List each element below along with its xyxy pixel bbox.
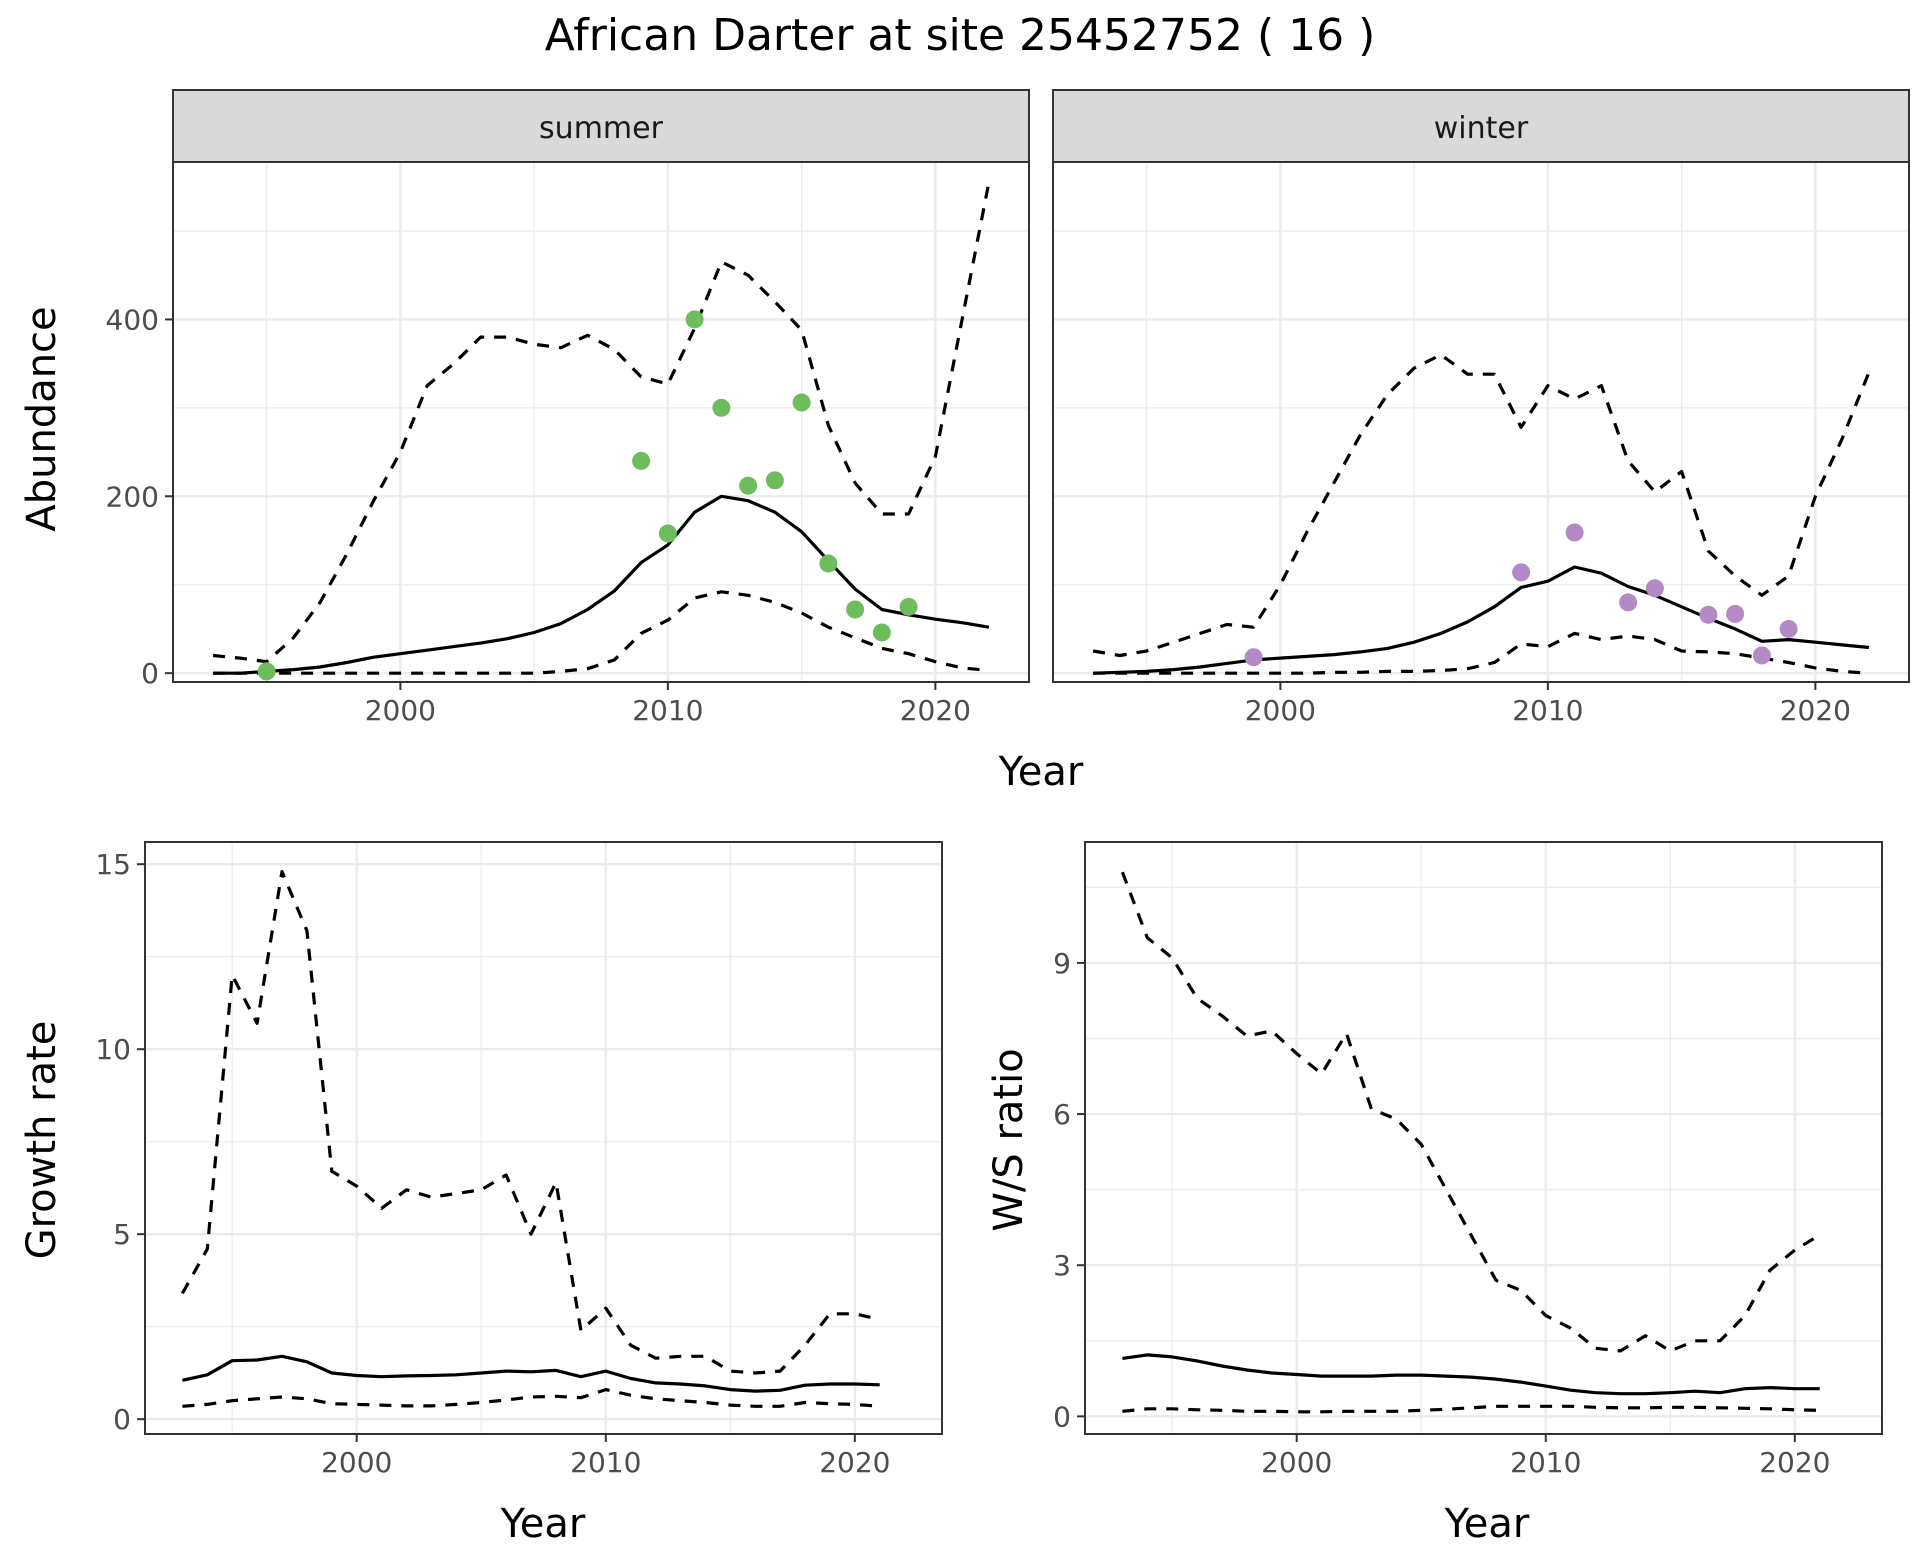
plot-area-ws-ratio: 2000 2010 2020 0 3 6 9 — [1053, 841, 1883, 1479]
series-line-estimate — [1093, 565, 1870, 675]
data-point — [712, 398, 731, 417]
strip-summer — [172, 89, 1030, 163]
data-point — [1726, 604, 1745, 623]
x-tick-label: 2020 — [1759, 1446, 1830, 1479]
series-line-estimate — [1122, 1353, 1820, 1396]
x-tick-label: 2000 — [1261, 1446, 1332, 1479]
x-tick-label: 2020 — [819, 1446, 890, 1479]
y-tick-label: 15 — [95, 848, 131, 881]
y-tick-label: 400 — [106, 303, 159, 336]
data-point — [685, 310, 704, 329]
data-point — [1699, 605, 1718, 624]
series-line-lower — [182, 1387, 880, 1408]
plot-area-summer: 2000 2010 2020 0 200 400 — [106, 161, 1030, 727]
y-tick-label: 10 — [95, 1033, 131, 1066]
y-axis-title-ratio: W/S ratio — [986, 1048, 1032, 1231]
x-axis-title-growth: Year — [500, 1501, 586, 1547]
x-axis-title-top: Year — [998, 749, 1084, 795]
x-tick-label: 2010 — [1510, 1446, 1581, 1479]
series-line-upper — [1120, 871, 1821, 1353]
data-point — [872, 623, 891, 642]
series-line-estimate — [182, 1354, 880, 1393]
plot-background — [1085, 842, 1882, 1434]
y-tick-label: 0 — [113, 1403, 131, 1436]
series-line-upper — [212, 181, 991, 664]
panel-growth-rate: 2000 2010 2020 0 5 10 15 — [95, 841, 943, 1479]
data-point — [899, 597, 918, 616]
x-tick-label: 2000 — [1245, 694, 1316, 727]
data-point — [1244, 648, 1263, 667]
panel-border — [144, 841, 943, 1435]
data-point — [846, 600, 865, 619]
series-line-estimate — [213, 494, 990, 675]
panel-summer: summer 2000 2010 2020 0 200 400 — [106, 89, 1030, 727]
data-point — [1512, 563, 1531, 582]
strip-label-winter: winter — [1434, 111, 1529, 146]
data-point — [1565, 523, 1584, 542]
panel-border — [172, 161, 1030, 683]
chart-title: African Darter at site 25452752 ( 16 ) — [545, 10, 1376, 61]
x-tick-label: 2000 — [321, 1446, 392, 1479]
plot-area-winter: 2000 2010 2020 — [1052, 161, 1910, 727]
data-point — [257, 662, 276, 681]
x-tick-label: 2010 — [1512, 694, 1583, 727]
y-tick-label: 5 — [113, 1218, 131, 1251]
data-point — [1645, 579, 1664, 598]
y-tick-label: 3 — [1053, 1249, 1071, 1282]
panel-winter: winter 2000 2010 2020 — [1052, 89, 1910, 727]
data-point — [765, 471, 784, 490]
y-axis-title-growth: Growth rate — [19, 1021, 65, 1260]
data-point — [1779, 619, 1798, 638]
x-tick-label: 2020 — [1780, 694, 1851, 727]
x-axis-title-ratio: Year — [1444, 1501, 1530, 1547]
data-point — [1752, 646, 1771, 665]
data-point — [739, 476, 758, 495]
plot-background — [1053, 162, 1909, 682]
y-tick-label: 9 — [1053, 947, 1071, 980]
data-point — [632, 451, 651, 470]
data-point — [819, 554, 838, 573]
data-point — [658, 524, 677, 543]
y-tick-label: 200 — [106, 480, 159, 513]
panel-ws-ratio: 2000 2010 2020 0 3 6 9 — [1053, 841, 1883, 1479]
series-line-lower — [1122, 1404, 1820, 1414]
plot-area-growth-rate: 2000 2010 2020 0 5 10 15 — [95, 841, 943, 1479]
x-tick-label: 2010 — [570, 1446, 641, 1479]
plot-background — [145, 842, 942, 1434]
data-point — [1619, 593, 1638, 612]
series-line-upper — [181, 869, 881, 1375]
plot-background — [173, 162, 1029, 682]
panel-border — [1084, 841, 1883, 1435]
strip-winter — [1052, 89, 1910, 163]
y-tick-label: 6 — [1053, 1098, 1071, 1131]
panel-border — [1052, 161, 1910, 683]
strip-label-summer: summer — [539, 111, 664, 146]
data-point — [792, 393, 811, 412]
x-tick-label: 2020 — [900, 694, 971, 727]
x-tick-label: 2000 — [365, 694, 436, 727]
series-line-upper — [1092, 353, 1871, 658]
y-axis-title-abundance: Abundance — [19, 306, 65, 531]
y-tick-label: 0 — [1053, 1400, 1071, 1433]
y-tick-label: 0 — [141, 657, 159, 690]
x-tick-label: 2010 — [632, 694, 703, 727]
